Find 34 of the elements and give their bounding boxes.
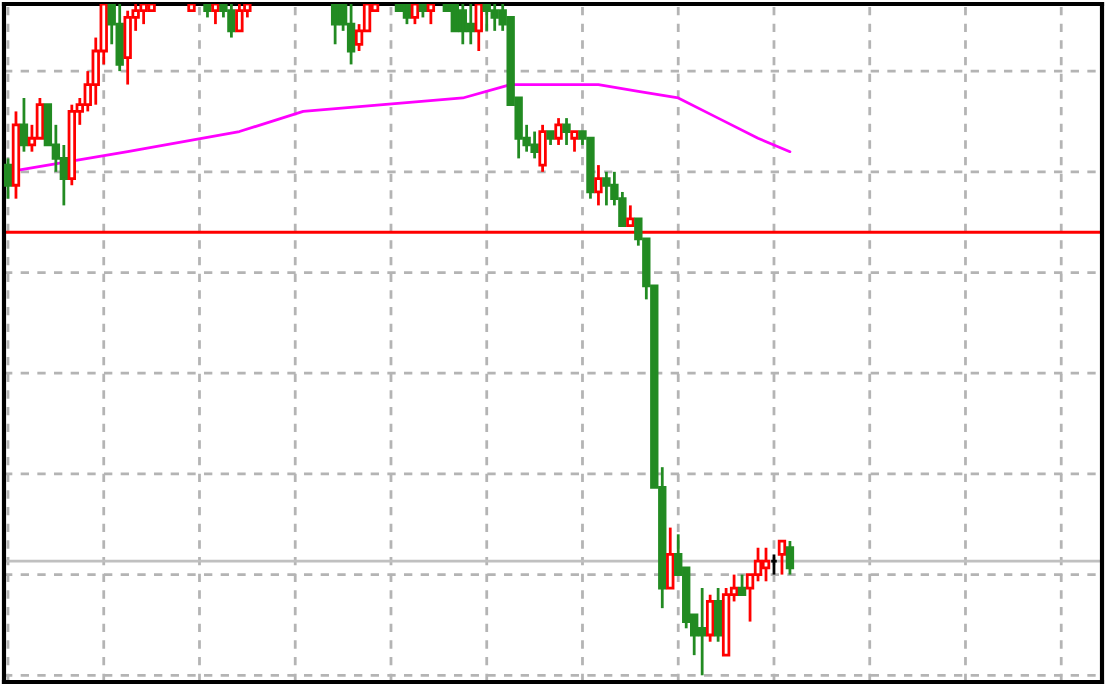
candlestick [346,4,356,66]
candlestick [402,4,412,26]
candlestick [227,4,236,39]
candlestick [426,4,436,26]
candlestick [753,546,763,583]
candlestick [761,546,771,583]
candlestick [211,4,220,26]
candlestick [602,170,611,207]
candlestick [713,586,723,644]
candlestick [626,204,635,227]
candlestick [777,539,787,576]
candlestick [785,539,795,576]
candlestick [458,4,467,46]
candlestick [4,157,13,201]
candlestick [235,4,244,33]
candlestick [490,4,499,33]
candlestick [123,9,132,86]
candlestick [482,4,491,33]
candlestick [474,4,483,53]
candlestick [410,4,420,26]
candlestick [594,163,603,207]
candlestick [330,4,340,46]
candlestick [466,4,475,46]
candlestick [705,593,715,644]
candlestick [570,130,579,154]
candlestick [562,116,571,147]
candlestick [538,123,547,174]
candlestick [530,130,539,160]
candlestick [697,586,707,677]
candlestick [737,573,747,597]
candlestick [666,526,675,590]
candlestick [554,116,563,147]
candlestick [19,96,29,154]
candlestick [139,4,148,26]
